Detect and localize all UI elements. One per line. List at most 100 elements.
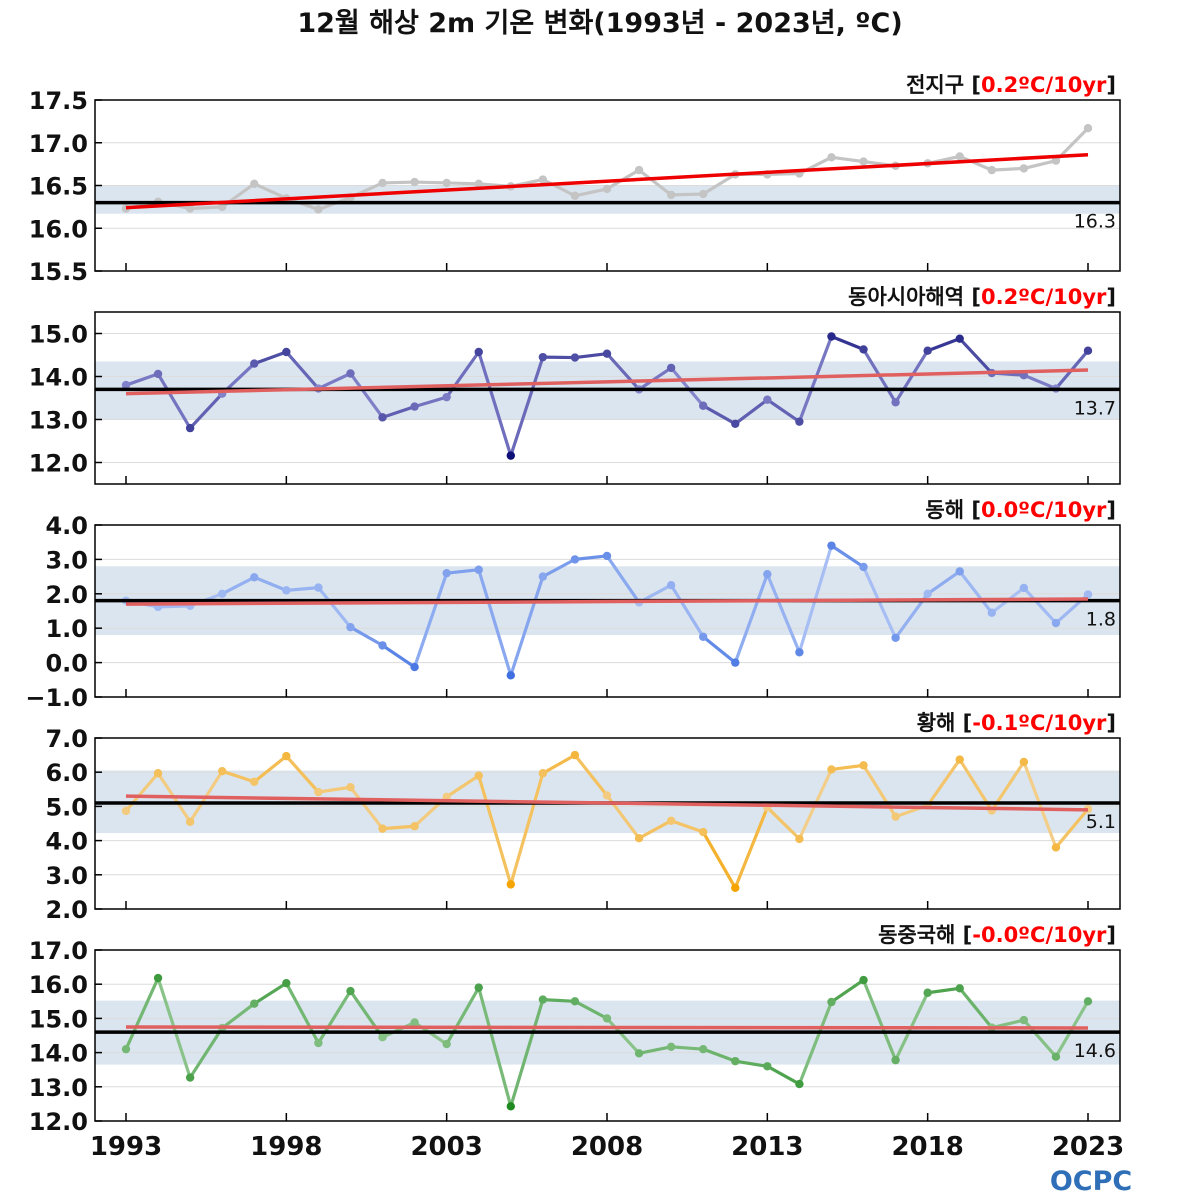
panel-title: 동중국해 [-0.0ºC/10yr] <box>878 923 1116 947</box>
data-point <box>891 1055 900 1065</box>
data-point <box>538 175 548 184</box>
ytick-label: 17.0 <box>29 130 88 158</box>
trend-line <box>125 368 1089 396</box>
bracket-close: ] <box>1106 285 1116 309</box>
ocpc-logo: OCPC <box>1050 1166 1132 1197</box>
data-point <box>506 1102 515 1111</box>
data-point <box>218 589 227 598</box>
series-segment <box>156 604 192 609</box>
data-point <box>121 1044 131 1054</box>
series-segment <box>701 635 737 665</box>
series-segment <box>829 978 866 1004</box>
data-point <box>827 153 836 162</box>
data-point <box>763 1062 772 1071</box>
ytick-label: 16.0 <box>29 971 88 999</box>
data-point <box>153 769 163 778</box>
data-point <box>891 398 900 407</box>
data-point <box>827 765 836 774</box>
data-point <box>410 402 419 411</box>
data-point <box>314 787 323 797</box>
panel-1: 15.5 16.0 16.5 17.0 17.5 16.3 전지구 [0.2ºC/10yr] <box>29 73 1121 286</box>
series-segment <box>573 554 609 562</box>
ytick-label: 2.0 <box>45 581 88 609</box>
series-segment <box>348 371 385 419</box>
series-segment <box>765 1064 802 1086</box>
data-point <box>570 555 580 564</box>
series-segment <box>316 989 353 1045</box>
data-point <box>442 178 451 188</box>
series-segment <box>701 404 737 426</box>
series-segment <box>380 824 417 831</box>
series-segment <box>509 574 545 677</box>
ytick-label: 14.0 <box>29 364 88 392</box>
xtick-label: 2008 <box>571 1132 643 1162</box>
data-point <box>666 363 676 373</box>
series-segment <box>316 586 353 629</box>
series-segment <box>284 350 320 391</box>
data-point <box>666 816 676 825</box>
region-name: 동중국해 <box>878 923 963 947</box>
series-segment <box>990 166 1026 172</box>
series-segment <box>316 785 353 794</box>
xtick-label: 2013 <box>731 1132 803 1162</box>
bracket-close: ] <box>1106 73 1116 97</box>
data-point <box>153 369 163 379</box>
data-point <box>1083 346 1093 355</box>
series-segment <box>765 171 802 176</box>
data-point <box>314 1038 323 1048</box>
figure-title: 12월 해상 2m 기온 변화(1993년 - 2023년, ºC) <box>297 8 902 39</box>
data-point <box>634 834 644 843</box>
series-segment <box>733 572 769 665</box>
data-point <box>474 179 483 188</box>
panel-frame <box>94 311 1121 485</box>
data-point <box>1051 156 1061 165</box>
series-segment <box>413 395 449 409</box>
ytick-label: 0.0 <box>45 650 88 678</box>
ytick-label: 4.0 <box>45 828 88 856</box>
series-segment <box>509 771 545 886</box>
bracket-open: [ <box>971 73 981 97</box>
mean-value-label: 16.3 <box>1074 211 1116 233</box>
series-segment <box>605 352 641 391</box>
series-segment <box>605 1016 641 1055</box>
series-segment <box>284 586 320 592</box>
region-name: 전지구 <box>906 73 971 97</box>
series-segment <box>124 976 160 1051</box>
mean-value-label: 14.6 <box>1074 1040 1116 1062</box>
series-segment <box>541 997 577 1003</box>
data-point <box>602 1014 612 1023</box>
data-point <box>410 822 419 831</box>
data-point <box>282 978 291 988</box>
region-name: 황해 <box>917 711 963 735</box>
series-segment <box>765 398 802 424</box>
data-point <box>955 567 964 576</box>
series-segment <box>733 398 769 426</box>
data-point <box>1083 997 1093 1006</box>
series-segment <box>348 989 385 1039</box>
xtick-label: 1993 <box>90 1132 162 1162</box>
data-point <box>314 205 323 214</box>
data-point <box>923 346 932 355</box>
series-segment <box>669 192 705 197</box>
series-segment <box>188 1026 224 1080</box>
data-point <box>699 401 708 410</box>
trend-value: 0.2ºC/10yr <box>981 285 1107 309</box>
series-segment <box>893 349 930 404</box>
data-point <box>666 190 676 200</box>
data-point <box>570 750 580 760</box>
data-point <box>731 883 740 892</box>
trend-value: 0.0ºC/10yr <box>981 498 1107 522</box>
data-point <box>731 419 740 428</box>
trend-value: -0.0ºC/10yr <box>972 923 1107 947</box>
series-segment <box>445 181 481 186</box>
data-point <box>666 581 676 590</box>
data-point <box>891 812 900 821</box>
data-point <box>538 769 548 778</box>
series-segment <box>733 1059 769 1068</box>
data-point <box>570 997 580 1006</box>
ytick-label: 7.0 <box>45 725 88 753</box>
trend-line <box>125 1025 1089 1030</box>
data-point <box>955 152 964 161</box>
series-segment <box>124 372 160 387</box>
